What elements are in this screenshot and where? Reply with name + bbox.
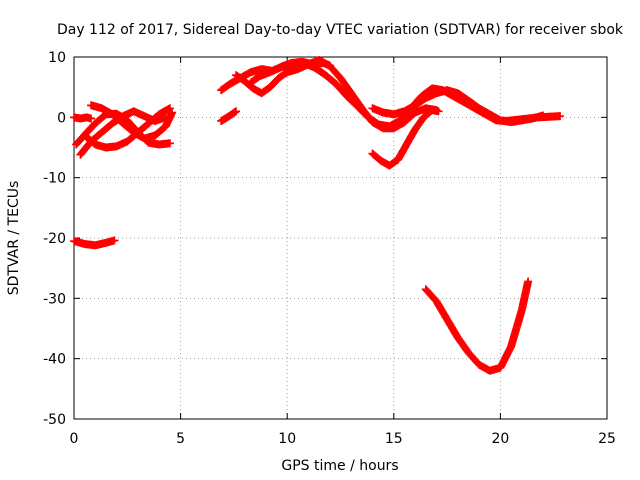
chart-title: Day 112 of 2017, Sidereal Day-to-day VTE…: [57, 22, 624, 38]
data-point: [165, 139, 174, 148]
series-track-6: [70, 236, 119, 250]
y-tick-label: -20: [43, 231, 66, 247]
series-track-4: [87, 101, 177, 143]
y-tick-label: -30: [43, 291, 66, 307]
series-track-1: [70, 113, 96, 123]
x-tick-label: 5: [176, 431, 185, 447]
data-point: [539, 111, 548, 120]
x-tick-label: 15: [385, 431, 403, 447]
data-point: [87, 114, 96, 123]
y-axis: -50 -40 -30 -20 -10 0 10: [43, 50, 607, 428]
series-track-7: [217, 107, 241, 125]
series-track-13: [421, 277, 533, 375]
data-series: [70, 56, 565, 375]
plot-frame: [73, 56, 608, 420]
y-tick-label: 10: [48, 50, 66, 66]
grid-lines: [74, 57, 607, 419]
y-axis-label: SDTVAR / TECUs: [6, 181, 22, 296]
x-tick-label: 20: [491, 431, 509, 447]
data-point: [165, 104, 174, 113]
data-point: [556, 112, 565, 121]
y-tick-label: -10: [43, 171, 66, 187]
y-tick-label: -40: [43, 352, 66, 368]
x-axis-label: GPS time / hours: [281, 458, 398, 474]
x-tick-label: 0: [70, 431, 79, 447]
series-track-12: [368, 106, 443, 170]
data-point: [524, 277, 533, 286]
data-point: [232, 107, 241, 116]
x-tick-label: 25: [598, 431, 616, 447]
y-tick-label: 0: [57, 110, 66, 126]
series-track-5: [80, 104, 174, 152]
data-point: [434, 107, 443, 116]
data-point: [110, 236, 119, 245]
series-track-11: [368, 86, 548, 127]
y-tick-label: -50: [43, 412, 66, 428]
x-tick-label: 10: [278, 431, 296, 447]
